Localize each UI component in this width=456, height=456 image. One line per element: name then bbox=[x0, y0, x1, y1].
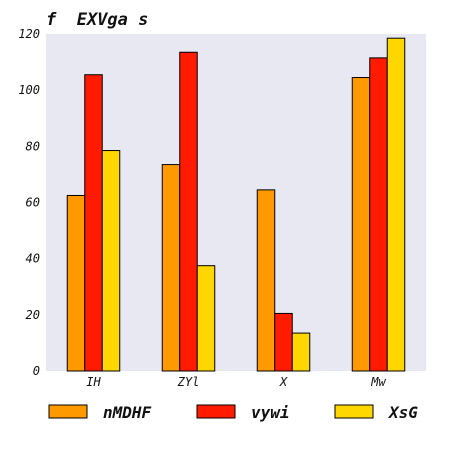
legend-label-nMDHF: nMDHF bbox=[103, 403, 152, 422]
legend: nMDHF vywi XsG bbox=[48, 403, 418, 422]
legend-swatch-XsG bbox=[334, 404, 374, 419]
bars-group bbox=[66, 37, 406, 372]
bar-XsG-Mw bbox=[386, 37, 406, 372]
x-tick-label: X bbox=[279, 375, 288, 389]
y-tick-label: 120 bbox=[18, 27, 40, 41]
bar-XsG-IH bbox=[101, 150, 121, 372]
bar-vywi-ZYl bbox=[179, 51, 198, 372]
x-axis: IH ZYl X Mw bbox=[86, 375, 386, 389]
x-tick-label: IH bbox=[86, 375, 101, 389]
y-tick-label: 80 bbox=[26, 139, 40, 153]
bar-vywi-Mw bbox=[369, 57, 388, 372]
y-axis: 0 20 40 60 80 100 120 bbox=[18, 27, 40, 378]
bar-vywi-IH bbox=[84, 74, 103, 372]
y-tick-label: 20 bbox=[26, 308, 40, 322]
bar-XsG-ZYl bbox=[196, 265, 216, 372]
chart-title: f EXVga s bbox=[46, 10, 148, 30]
y-tick-label: 60 bbox=[26, 196, 40, 210]
x-tick-label: ZYl bbox=[177, 375, 200, 389]
y-tick-label: 100 bbox=[18, 83, 40, 97]
bar-nMDHF-IH bbox=[66, 194, 86, 372]
bar-XsG-X bbox=[291, 332, 311, 372]
bar-vywi-X bbox=[274, 312, 293, 372]
bar-nMDHF-Mw bbox=[351, 77, 371, 372]
legend-label-XsG: XsG bbox=[387, 403, 418, 422]
legend-swatch-nMDHF bbox=[48, 404, 88, 419]
y-tick-label: 0 bbox=[33, 364, 40, 378]
legend-swatch-vywi bbox=[196, 404, 236, 419]
x-tick-label: Mw bbox=[370, 375, 386, 389]
y-tick-label: 40 bbox=[26, 252, 40, 266]
legend-label-vywi: vywi bbox=[251, 403, 290, 422]
bar-nMDHF-X bbox=[256, 189, 276, 372]
bar-nMDHF-ZYl bbox=[161, 164, 181, 372]
